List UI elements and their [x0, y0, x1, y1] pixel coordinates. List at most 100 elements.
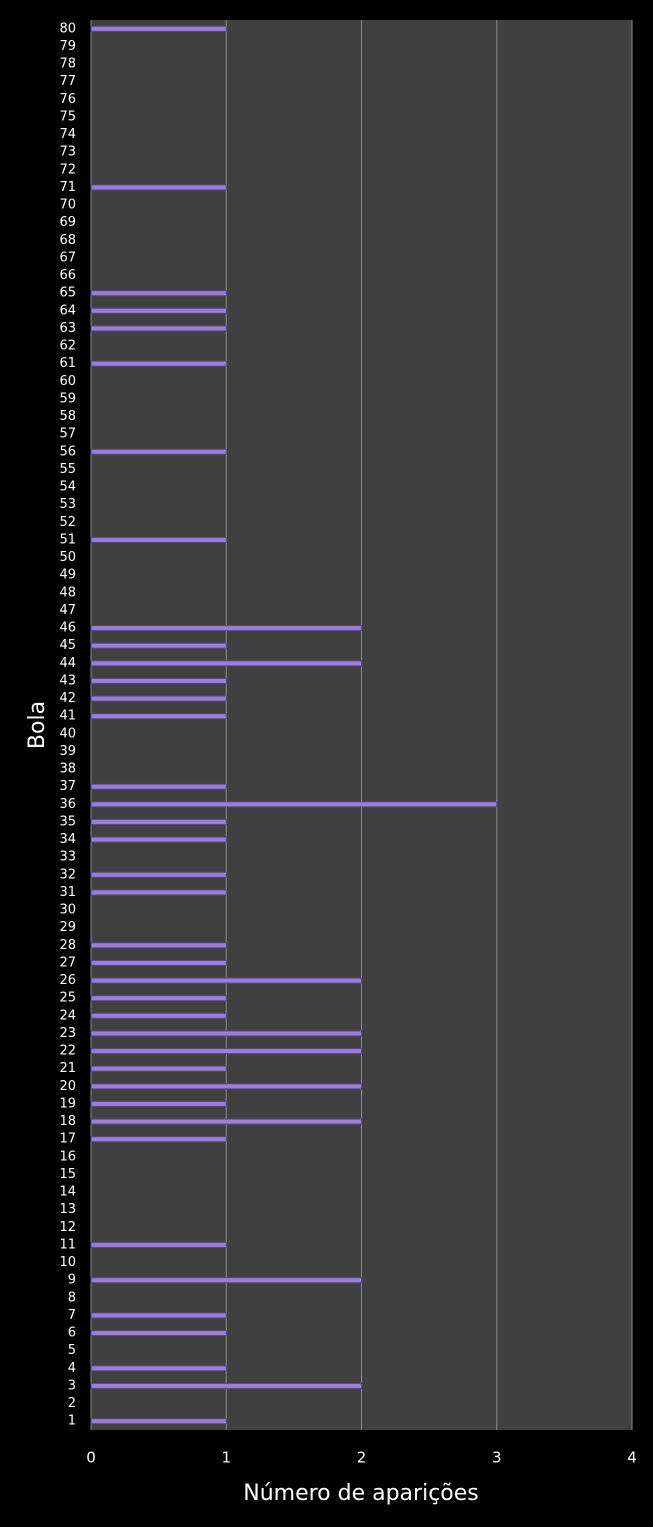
bar	[90, 625, 362, 632]
bar	[90, 536, 227, 543]
y-tick-label: 26	[59, 973, 76, 988]
y-tick-label: 45	[59, 638, 76, 653]
y-tick-label: 67	[59, 250, 76, 265]
x-axis-label: Número de aparições	[243, 1481, 479, 1506]
bar	[90, 1030, 362, 1037]
y-tick-label: 12	[59, 1220, 76, 1235]
y-tick-label: 55	[59, 462, 76, 477]
bar	[90, 836, 227, 843]
x-tick-label: 0	[86, 1449, 96, 1467]
y-tick-label: 57	[59, 427, 76, 442]
y-tick-label: 15	[59, 1167, 76, 1182]
y-tick-label: 37	[59, 779, 76, 794]
y-tick-label: 8	[68, 1290, 76, 1305]
y-tick-label: 10	[59, 1255, 76, 1270]
y-tick-label: 62	[59, 339, 76, 354]
y-tick-label: 7	[68, 1308, 76, 1323]
y-tick-label: 51	[59, 532, 76, 547]
y-tick-label: 36	[59, 797, 76, 812]
bar	[90, 1136, 227, 1143]
y-tick-label: 44	[59, 656, 76, 671]
y-tick-label: 74	[59, 127, 76, 142]
y-tick-label: 73	[59, 145, 76, 160]
bar	[90, 1330, 227, 1337]
y-tick-label: 2	[68, 1396, 76, 1411]
y-tick-label: 25	[59, 991, 76, 1006]
x-tick-label: 4	[627, 1449, 637, 1467]
y-tick-label: 9	[68, 1273, 76, 1288]
y-tick-label: 43	[59, 673, 76, 688]
y-tick-label: 50	[59, 550, 76, 565]
bar	[90, 184, 227, 191]
bar	[90, 25, 227, 32]
y-tick-label: 41	[59, 709, 76, 724]
y-axis-label: Bola	[25, 701, 50, 749]
y-tick-label: 19	[59, 1096, 76, 1111]
y-tick-label: 64	[59, 303, 76, 318]
bar	[90, 1118, 362, 1125]
y-tick-label: 13	[59, 1202, 76, 1217]
bar	[90, 889, 227, 896]
bar	[90, 677, 227, 684]
y-tick-label: 38	[59, 762, 76, 777]
bar	[90, 1048, 362, 1055]
y-tick-label: 22	[59, 1044, 76, 1059]
y-tick-label: 53	[59, 497, 76, 512]
y-tick-label: 54	[59, 480, 76, 495]
y-tick-label: 40	[59, 726, 76, 741]
bar	[90, 942, 227, 949]
y-tick-label: 79	[59, 39, 76, 54]
bar	[90, 871, 227, 878]
y-tick-label: 18	[59, 1114, 76, 1129]
y-tick-label: 56	[59, 444, 76, 459]
bar	[90, 448, 227, 455]
y-tick-label: 72	[59, 162, 76, 177]
y-tick-label: 60	[59, 374, 76, 389]
y-tick-label: 58	[59, 409, 76, 424]
y-tick-label: 65	[59, 286, 76, 301]
bar	[90, 1083, 362, 1090]
y-tick-label: 1	[68, 1414, 76, 1429]
y-tick-label: 31	[59, 885, 76, 900]
y-tick-label: 66	[59, 268, 76, 283]
bar	[90, 1365, 227, 1372]
y-tick-label: 17	[59, 1132, 76, 1147]
y-tick-label: 28	[59, 938, 76, 953]
bar	[90, 325, 227, 332]
y-tick-label: 29	[59, 920, 76, 935]
x-tick-label: 1	[221, 1449, 231, 1467]
bar	[90, 977, 362, 984]
bar	[90, 1382, 362, 1389]
bar	[90, 1065, 227, 1072]
bar	[90, 1418, 227, 1425]
y-tick-label: 27	[59, 955, 76, 970]
y-tick-label: 47	[59, 603, 76, 618]
y-tick-label: 59	[59, 391, 76, 406]
y-tick-label: 33	[59, 850, 76, 865]
bar	[90, 1012, 227, 1019]
bar	[90, 1312, 227, 1319]
y-tick-label: 24	[59, 1008, 76, 1023]
y-tick-label: 21	[59, 1061, 76, 1076]
y-tick-label: 3	[68, 1378, 76, 1393]
y-tick-label: 32	[59, 867, 76, 882]
y-tick-label: 69	[59, 215, 76, 230]
y-tick-label: 23	[59, 1026, 76, 1041]
bar	[90, 801, 498, 808]
y-tick-label: 49	[59, 568, 76, 583]
y-tick-label: 46	[59, 621, 76, 636]
bar	[90, 995, 227, 1002]
y-tick-label: 14	[59, 1185, 76, 1200]
y-tick-label: 70	[59, 198, 76, 213]
bar	[90, 713, 227, 720]
y-tick-label: 61	[59, 356, 76, 371]
y-tick-label: 11	[59, 1237, 76, 1252]
bar	[90, 290, 227, 297]
bar	[90, 360, 227, 367]
y-tick-label: 5	[68, 1343, 76, 1358]
bar	[90, 660, 362, 667]
y-tick-label: 42	[59, 691, 76, 706]
y-tick-label: 77	[59, 74, 76, 89]
y-tick-label: 34	[59, 832, 76, 847]
